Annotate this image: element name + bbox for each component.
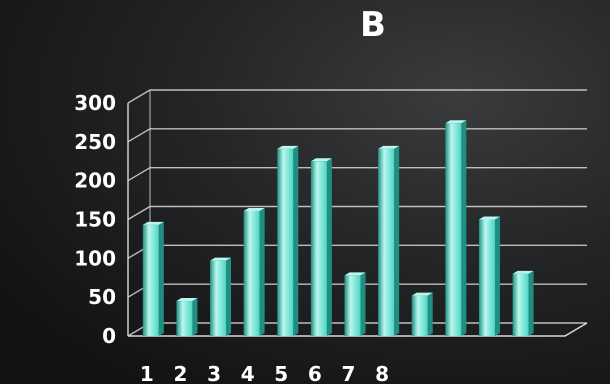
x-axis-floor bbox=[128, 322, 588, 337]
bar-side bbox=[226, 257, 232, 336]
bar bbox=[310, 158, 332, 336]
bar-side bbox=[326, 158, 332, 336]
bar-front bbox=[478, 219, 495, 336]
bar-side bbox=[293, 145, 299, 336]
bar-front bbox=[176, 301, 193, 336]
bar-front bbox=[142, 224, 159, 336]
bar-side bbox=[360, 272, 366, 336]
x-tick-label: 6 bbox=[308, 362, 322, 384]
bar-front bbox=[310, 161, 327, 336]
x-tick-label: 4 bbox=[241, 362, 255, 384]
chart-title: B bbox=[360, 5, 386, 45]
bar bbox=[176, 298, 198, 336]
y-tick-label: 150 bbox=[74, 208, 116, 232]
y-tick-label: 0 bbox=[102, 324, 116, 348]
bar bbox=[378, 145, 400, 336]
bar-top bbox=[176, 298, 198, 302]
x-tick-label: 3 bbox=[207, 362, 221, 384]
bar-front bbox=[243, 210, 260, 336]
bar-side bbox=[394, 145, 400, 336]
bar-side bbox=[158, 221, 164, 336]
bars bbox=[142, 120, 534, 337]
bar-top bbox=[411, 292, 433, 296]
bar-side bbox=[461, 120, 467, 337]
y-tick-label: 200 bbox=[74, 169, 116, 193]
bar-side bbox=[259, 207, 265, 336]
y-tick-label: 250 bbox=[74, 130, 116, 154]
x-tick-label: 5 bbox=[274, 362, 288, 384]
y-tick-labels: 0 50 100 150 200 250 300 bbox=[74, 91, 116, 348]
bar-top bbox=[142, 221, 164, 225]
bar-top bbox=[478, 216, 500, 220]
bar-front bbox=[411, 295, 428, 336]
bar bbox=[411, 292, 433, 336]
bar-top bbox=[210, 257, 232, 261]
bar-top bbox=[277, 145, 299, 149]
x-tick-label: 2 bbox=[173, 362, 187, 384]
bar-front bbox=[344, 275, 361, 336]
bar-side bbox=[427, 292, 433, 336]
bar-front bbox=[378, 148, 395, 336]
bar-top bbox=[243, 207, 265, 211]
bar-side bbox=[528, 270, 534, 336]
bar-front bbox=[512, 273, 529, 336]
bar bbox=[142, 221, 164, 336]
bar-top bbox=[378, 145, 400, 149]
bar-top bbox=[512, 270, 534, 274]
bar-front bbox=[277, 148, 294, 336]
y-tick-label: 100 bbox=[74, 246, 116, 270]
bar-top bbox=[310, 158, 332, 162]
bar-side bbox=[494, 216, 500, 336]
x-tick-label: 8 bbox=[375, 362, 389, 384]
bar bbox=[445, 120, 467, 337]
bar-side bbox=[192, 298, 198, 336]
bar-top bbox=[445, 120, 467, 124]
bar bbox=[210, 257, 232, 336]
bar-front bbox=[210, 260, 227, 336]
y-tick-label: 300 bbox=[74, 91, 116, 115]
x-tick-label: 1 bbox=[140, 362, 154, 384]
bar bbox=[344, 272, 366, 336]
bar bbox=[277, 145, 299, 336]
x-tick-label: 7 bbox=[342, 362, 356, 384]
y-tick-label: 50 bbox=[88, 285, 116, 309]
bar-front bbox=[445, 123, 462, 337]
bar-top bbox=[344, 272, 366, 276]
bar bbox=[512, 270, 534, 336]
bar bbox=[478, 216, 500, 336]
bar bbox=[243, 207, 265, 336]
